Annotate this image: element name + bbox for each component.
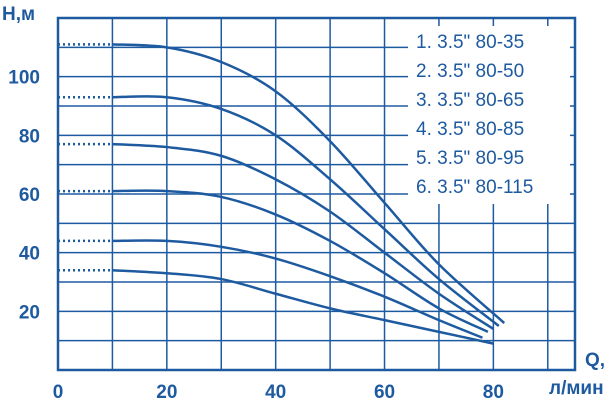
y-axis-label: H,м — [2, 4, 35, 25]
x-axis-label-q: Q, — [585, 350, 605, 371]
axis-ticks: 0 20 40 60 80 20 40 60 80 100 — [8, 68, 504, 403]
x-tick-label: 80 — [483, 382, 504, 403]
y-tick-label: 20 — [19, 302, 40, 323]
x-tick-label: 60 — [374, 382, 395, 403]
x-tick-label: 40 — [265, 382, 286, 403]
legend-entry: 3. 3.5" 80-65 — [416, 90, 524, 111]
y-tick-label: 80 — [19, 126, 40, 147]
legend-entry: 1. 3.5" 80-35 — [416, 32, 524, 53]
series-line-5 — [112, 95, 500, 327]
legend-entry: 4. 3.5" 80-85 — [416, 119, 524, 140]
x-axis-label-unit: л/мин — [549, 378, 604, 399]
legend-entry: 2. 3.5" 80-50 — [416, 61, 524, 82]
legend: 1. 3.5" 80-35 2. 3.5" 80-50 3. 3.5" 80-65 4… — [408, 26, 570, 204]
y-tick-label: 40 — [19, 244, 40, 265]
series-line-6 — [112, 43, 506, 324]
y-tick-label: 100 — [8, 68, 40, 89]
series-line-1 — [112, 269, 494, 345]
legend-background — [408, 26, 570, 204]
chart-grid — [56, 16, 577, 372]
chart-series — [58, 43, 506, 345]
x-tick-label: 20 — [156, 382, 177, 403]
y-tick-label: 60 — [19, 185, 40, 206]
series-line-4 — [112, 142, 495, 330]
series-line-2 — [112, 239, 483, 339]
legend-entry: 6. 3.5" 80-115 — [416, 177, 533, 198]
series-line-3 — [112, 189, 489, 333]
legend-entry: 5. 3.5" 80-95 — [416, 148, 524, 169]
x-tick-label: 0 — [53, 382, 64, 403]
